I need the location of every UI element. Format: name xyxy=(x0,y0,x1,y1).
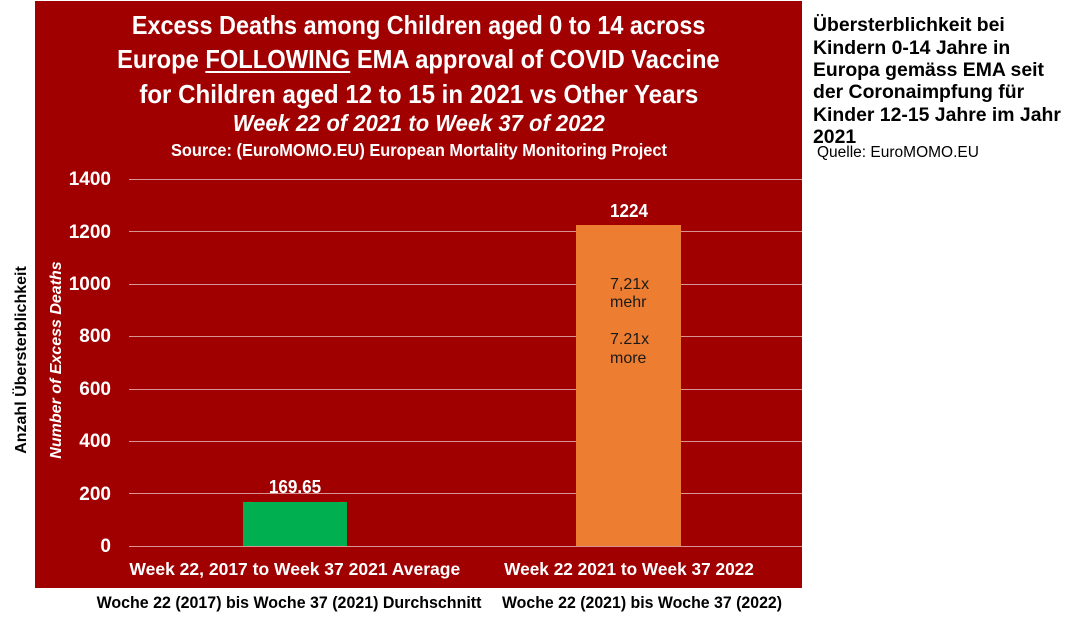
category-label-1: Week 22, 2017 to Week 37 2021 Average xyxy=(129,559,461,580)
gridline-y-0 xyxy=(129,545,802,547)
y-tick-label-1000: 1000 xyxy=(68,273,111,295)
title-underlined-word: FOLLOWING xyxy=(205,44,351,75)
y-axis-title: Number of Excess Deaths xyxy=(47,261,65,459)
bar-annotation-line: more xyxy=(610,349,647,367)
chart-title-line-1-text: Excess Deaths among Children aged 0 to 1… xyxy=(131,10,706,41)
gridline-y-1000 xyxy=(129,283,802,285)
chart-title-line-3: for Children aged 12 to 15 in 2021 vs Ot… xyxy=(35,81,802,107)
right-panel-title-line: der Coronaimpfung für xyxy=(813,81,1025,104)
chart-title-line-3-text: for Children aged 12 to 15 in 2021 vs Ot… xyxy=(139,78,698,109)
gridline-y-1200 xyxy=(129,231,802,233)
bar-2 xyxy=(576,225,681,547)
gridline-y-1400 xyxy=(129,178,802,180)
y-tick-label-1400: 1400 xyxy=(68,169,111,191)
bar-value-label-1: 169.65 xyxy=(268,477,321,498)
bar-1 xyxy=(242,501,348,547)
chart-title-line-1: Excess Deaths among Children aged 0 to 1… xyxy=(35,12,802,38)
bar-annotation-line: 7.21x xyxy=(610,331,650,349)
bottom-category-label-german-1: Woche 22 (2017) bis Woche 37 (2021) Durc… xyxy=(96,593,482,612)
gridline-y-400 xyxy=(129,440,802,442)
gridline-y-200 xyxy=(129,493,802,495)
right-panel-title-line: Kindern 0-14 Jahre in xyxy=(813,36,1011,59)
title-suffix: EMA approval of COVID Vaccine xyxy=(350,44,720,75)
bar-value-label-2: 1224 xyxy=(609,200,648,221)
bottom-category-label-german-2: Woche 22 (2021) bis Woche 37 (2022) xyxy=(501,593,782,612)
bar-annotation-line xyxy=(610,313,649,332)
bar-annotation-line: 7,21x xyxy=(610,275,650,293)
bar-annotation-line: mehr xyxy=(610,294,647,312)
category-label-2: Week 22 2021 to Week 37 2022 xyxy=(503,559,754,580)
chart-subtitle-text: Week 22 of 2021 to Week 37 of 2022 xyxy=(232,110,605,137)
right-panel-title-line: 2021 xyxy=(813,126,857,149)
bar-chart: Excess Deaths among Children aged 0 to 1… xyxy=(35,1,802,588)
chart-title-line-2-text: Europe FOLLOWING EMA approval of COVID V… xyxy=(117,46,720,72)
title-prefix: Europe xyxy=(117,44,206,75)
right-panel-title-line: Europa gemäss EMA seit xyxy=(813,59,1044,81)
y-axis-title-german: Anzahl Übersterblichkeit xyxy=(12,266,30,454)
right-panel-title-line: Übersterblichkeit bei xyxy=(813,14,1005,37)
right-panel-title-line: Kinder 12-15 Jahre im Jahr xyxy=(813,103,1061,126)
y-tick-label-400: 400 xyxy=(79,431,111,453)
chart-source: Source: (EuroMOMO.EU) European Mortality… xyxy=(35,139,802,160)
y-tick-label-200: 200 xyxy=(79,483,111,505)
chart-source-text: Source: (EuroMOMO.EU) European Mortality… xyxy=(170,139,667,160)
chart-title-line-2: Europe FOLLOWING EMA approval of COVID V… xyxy=(35,46,802,72)
y-tick-label-1200: 1200 xyxy=(68,221,111,243)
chart-subtitle: Week 22 of 2021 to Week 37 of 2022 xyxy=(35,112,802,136)
gridline-y-600 xyxy=(129,388,802,390)
bar-annotation: 7,21x mehr 7.21x more xyxy=(610,276,649,369)
y-tick-label-800: 800 xyxy=(79,326,111,348)
right-panel: Übersterblichkeit bei Kindern 0-14 Jahre… xyxy=(813,14,1071,148)
y-tick-label-600: 600 xyxy=(79,378,111,400)
y-tick-label-0: 0 xyxy=(100,536,111,558)
right-panel-source: Quelle: EuroMOMO.EU xyxy=(817,144,979,161)
gridline-y-800 xyxy=(129,336,802,338)
